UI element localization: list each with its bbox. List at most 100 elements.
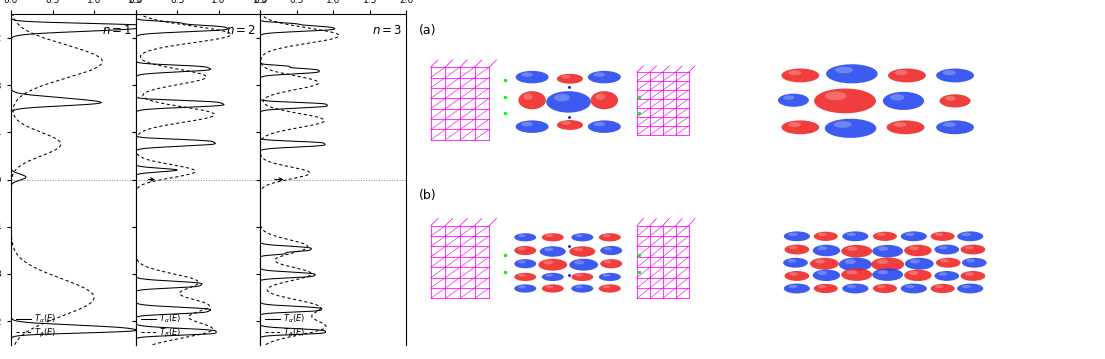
Ellipse shape <box>788 70 801 75</box>
Ellipse shape <box>939 94 970 107</box>
Ellipse shape <box>960 271 986 281</box>
Ellipse shape <box>571 233 593 241</box>
Ellipse shape <box>813 232 838 241</box>
Ellipse shape <box>939 272 947 276</box>
Ellipse shape <box>965 246 974 249</box>
Ellipse shape <box>602 274 610 277</box>
Text: $n = 2$: $n = 2$ <box>227 24 256 37</box>
Ellipse shape <box>602 285 610 288</box>
Ellipse shape <box>846 285 856 288</box>
Ellipse shape <box>600 246 622 255</box>
Ellipse shape <box>576 274 582 277</box>
Ellipse shape <box>571 284 593 293</box>
Ellipse shape <box>846 270 857 274</box>
Ellipse shape <box>905 233 915 236</box>
Ellipse shape <box>877 233 885 236</box>
Ellipse shape <box>541 273 564 281</box>
Ellipse shape <box>576 234 582 237</box>
Ellipse shape <box>909 259 920 264</box>
Ellipse shape <box>960 244 986 255</box>
Ellipse shape <box>930 232 955 241</box>
Ellipse shape <box>901 231 927 241</box>
Ellipse shape <box>599 233 621 241</box>
Ellipse shape <box>518 91 546 109</box>
Ellipse shape <box>538 259 567 271</box>
Text: (b): (b) <box>419 190 436 202</box>
Ellipse shape <box>523 93 533 100</box>
Ellipse shape <box>873 232 897 241</box>
Ellipse shape <box>522 73 533 77</box>
Ellipse shape <box>818 246 828 250</box>
Ellipse shape <box>905 258 934 270</box>
Ellipse shape <box>596 93 606 100</box>
Ellipse shape <box>514 233 536 241</box>
Ellipse shape <box>518 285 526 288</box>
Ellipse shape <box>541 233 564 241</box>
Ellipse shape <box>557 120 583 130</box>
Ellipse shape <box>812 270 840 281</box>
Ellipse shape <box>576 285 582 288</box>
Ellipse shape <box>561 121 570 125</box>
Ellipse shape <box>841 245 872 257</box>
Ellipse shape <box>827 64 877 83</box>
Ellipse shape <box>877 270 888 274</box>
Ellipse shape <box>846 233 856 236</box>
Ellipse shape <box>599 284 621 293</box>
Ellipse shape <box>783 95 794 100</box>
Ellipse shape <box>602 234 610 237</box>
Ellipse shape <box>825 92 846 100</box>
Ellipse shape <box>839 257 872 271</box>
Ellipse shape <box>785 244 809 255</box>
Ellipse shape <box>546 91 591 113</box>
Ellipse shape <box>930 284 955 293</box>
Ellipse shape <box>939 246 947 249</box>
Ellipse shape <box>935 233 944 236</box>
Ellipse shape <box>781 120 819 134</box>
Ellipse shape <box>783 231 810 241</box>
Ellipse shape <box>935 271 959 281</box>
Ellipse shape <box>788 233 798 236</box>
Ellipse shape <box>514 246 536 255</box>
Ellipse shape <box>815 259 825 264</box>
Ellipse shape <box>961 285 971 288</box>
Ellipse shape <box>783 284 810 293</box>
Ellipse shape <box>522 122 533 126</box>
Ellipse shape <box>935 285 944 288</box>
Ellipse shape <box>886 120 925 134</box>
Ellipse shape <box>789 272 798 276</box>
Ellipse shape <box>904 270 932 281</box>
Text: $n = 1$: $n = 1$ <box>102 24 131 37</box>
Ellipse shape <box>539 246 566 257</box>
Ellipse shape <box>846 247 857 251</box>
Ellipse shape <box>813 284 838 293</box>
Text: $n = 3$: $n = 3$ <box>371 24 402 37</box>
Ellipse shape <box>554 94 570 101</box>
Ellipse shape <box>877 259 888 264</box>
Ellipse shape <box>788 122 801 127</box>
Ellipse shape <box>545 248 554 251</box>
Ellipse shape <box>571 273 593 281</box>
Ellipse shape <box>909 271 918 275</box>
Ellipse shape <box>842 284 869 293</box>
Ellipse shape <box>961 233 971 236</box>
Ellipse shape <box>557 74 583 84</box>
Ellipse shape <box>546 274 554 277</box>
Ellipse shape <box>600 259 622 268</box>
Ellipse shape <box>872 268 903 281</box>
Ellipse shape <box>569 246 596 257</box>
Ellipse shape <box>599 273 621 281</box>
Ellipse shape <box>783 258 808 268</box>
Ellipse shape <box>788 259 796 262</box>
Ellipse shape <box>965 272 974 276</box>
Ellipse shape <box>824 119 876 138</box>
Ellipse shape <box>936 258 960 268</box>
Ellipse shape <box>962 258 987 268</box>
Ellipse shape <box>788 285 798 288</box>
Legend: $T_\alpha(E)$, $T_\beta(E)$: $T_\alpha(E)$, $T_\beta(E)$ <box>15 312 57 340</box>
Ellipse shape <box>590 91 618 109</box>
Ellipse shape <box>818 233 827 236</box>
Ellipse shape <box>841 268 872 281</box>
Ellipse shape <box>546 234 554 237</box>
Ellipse shape <box>514 284 536 293</box>
Ellipse shape <box>957 231 983 241</box>
